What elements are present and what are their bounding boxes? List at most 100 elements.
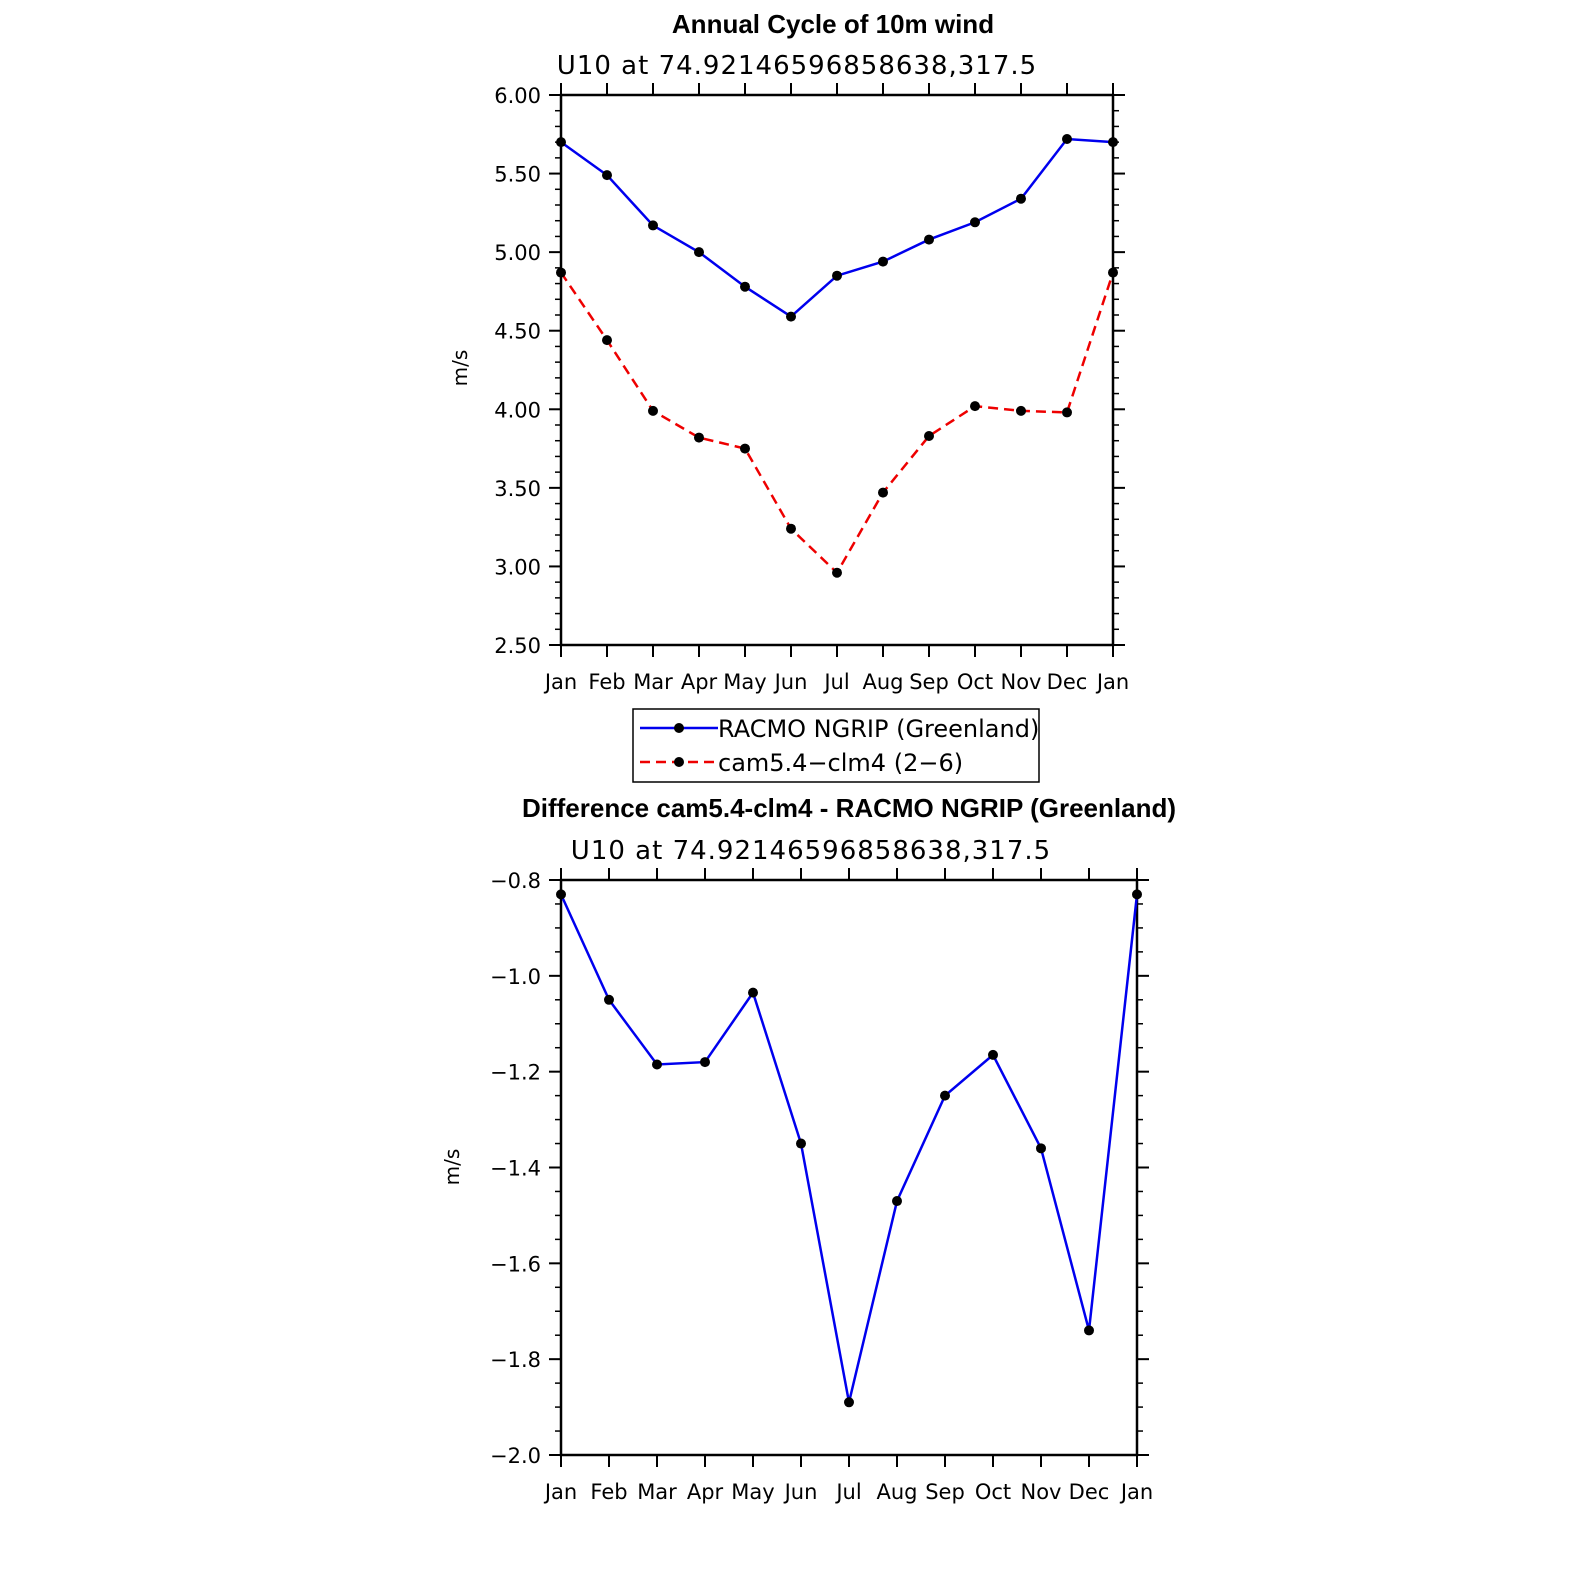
legend-marker-racmo <box>674 723 684 733</box>
chart1-series-2-point <box>878 487 888 498</box>
legend-box <box>632 708 1040 783</box>
chart2-series <box>556 889 1142 1408</box>
chart1-series-2-point <box>1016 405 1026 416</box>
chart1-plot-frame <box>559 93 1115 647</box>
chart1-series-1-point <box>832 270 842 281</box>
chart2-series-1-point <box>796 1138 806 1149</box>
chart-annual-cycle: Annual Cycle of 10m wind U10 at 74.92146… <box>448 9 1129 694</box>
chart1-subtitle: U10 at 74.92146596858638,317.5 <box>557 51 1037 81</box>
chart1-series-1-point <box>648 220 658 231</box>
chart1-series-2-point <box>832 567 842 578</box>
chart1-series-2-point <box>970 401 980 412</box>
chart1-series-2-point <box>740 443 750 454</box>
chart2-subtitle: U10 at 74.92146596858638,317.5 <box>571 836 1051 866</box>
chart1-series-1-point <box>1062 134 1072 144</box>
chart1-axes: 2.50 3.00 3.50 4.00 4.50 5.00 5.50 6.00 Jan Feb Ma… <box>494 83 1129 694</box>
chart1-xtick-label: Jun <box>773 670 808 694</box>
chart1-series-1-point <box>878 256 888 267</box>
chart2-ytick-label: −1.2 <box>490 1061 541 1085</box>
legend-label-racmo: RACMO NGRIP (Greenland) <box>718 715 1039 743</box>
chart1-series-1-point <box>740 281 750 292</box>
chart1-ytick-label: 2.50 <box>494 634 541 658</box>
chart2-ylabel: m/s <box>440 1149 464 1186</box>
chart1-xtick-label: Jan <box>1095 670 1129 694</box>
chart1-ytick-label: 5.50 <box>494 163 541 187</box>
chart2-xtick-label: Sep <box>925 1480 965 1504</box>
chart1-series-2-point <box>924 431 934 441</box>
chart1-ylabel: m/s <box>448 350 472 387</box>
chart1-ytick-label: 6.00 <box>494 84 541 108</box>
chart2-ytick-label: −2.0 <box>490 1444 541 1468</box>
chart2-xtick-label: Jan <box>1119 1480 1153 1504</box>
chart2-ytick-label: −1.4 <box>490 1157 541 1181</box>
chart1-ytick-label: 4.50 <box>494 320 541 344</box>
chart-difference: Difference cam5.4-clm4 - RACMO NGRIP (Gr… <box>440 793 1176 1504</box>
chart2-series-line-1 <box>559 893 1139 1403</box>
chart1-series-2-point <box>602 335 612 346</box>
chart2-ytick-label: −0.8 <box>490 869 541 893</box>
chart2-xtick-label: Jul <box>834 1480 861 1504</box>
chart1-series-line-1 <box>560 137 1114 319</box>
chart2-series-1-point <box>700 1057 710 1068</box>
chart1-ytick-label: 4.00 <box>494 398 541 422</box>
chart2-title: Difference cam5.4-clm4 - RACMO NGRIP (Gr… <box>522 793 1176 823</box>
chart1-xtick-label: Oct <box>957 670 993 694</box>
legend: RACMO NGRIP (Greenland) cam5.4−clm4 (2−6… <box>632 708 1040 783</box>
chart2-series-1-point <box>556 889 566 900</box>
chart1-series-2-point <box>648 405 658 416</box>
chart2-xtick-label: Nov <box>1021 1480 1062 1504</box>
chart1-ytick-label: 3.00 <box>494 555 541 579</box>
chart2-axes: −2.0 −1.8 −1.6 −1.4 −1.2 −1.0 −0.8 Jan Feb Mar Apr… <box>490 868 1153 1504</box>
chart1-series-2-point <box>1062 407 1072 418</box>
chart2-xtick-label: Jun <box>783 1480 818 1504</box>
chart1-xtick-label: Apr <box>681 670 718 694</box>
chart1-series-2-point <box>556 267 566 278</box>
chart2-xtick-label: Aug <box>876 1480 917 1504</box>
chart2-series-1-point <box>652 1059 662 1070</box>
chart1-series-2-point <box>694 432 704 443</box>
chart1-xtick-label: Jul <box>822 670 849 694</box>
chart2-ytick-label: −1.8 <box>490 1348 541 1372</box>
chart1-ytick-label: 5.00 <box>494 241 541 265</box>
chart2-xtick-label: Oct <box>975 1480 1011 1504</box>
chart2-xtick-label: Jan <box>543 1480 577 1504</box>
chart1-series-1-point <box>924 234 934 245</box>
chart1-series-1-point <box>556 137 566 148</box>
legend-label-cam: cam5.4−clm4 (2−6) <box>718 749 963 777</box>
chart1-xtick-label: Dec <box>1047 670 1088 694</box>
chart2-series-1-point <box>892 1196 902 1207</box>
chart2-series-1-point <box>1132 889 1142 900</box>
chart2-xtick-label: Dec <box>1069 1480 1110 1504</box>
chart1-xtick-label: Jan <box>543 670 577 694</box>
chart1-title: Annual Cycle of 10m wind <box>672 9 994 39</box>
chart1-series-1-point <box>786 311 796 322</box>
chart2-xtick-label: Apr <box>687 1480 724 1504</box>
chart2-series-1-point <box>1084 1325 1094 1336</box>
chart1-xtick-label: Feb <box>588 670 625 694</box>
chart2-series-1-point <box>604 994 614 1005</box>
chart1-ytick-label: 3.50 <box>494 477 541 501</box>
chart2-xtick-label: May <box>731 1480 774 1504</box>
chart1-series-line-2 <box>559 271 1115 575</box>
chart1-series-1-point <box>602 170 612 181</box>
chart2-series-1-point <box>988 1049 998 1060</box>
chart1-xtick-label: Sep <box>909 670 949 694</box>
chart2-series-1-point <box>940 1090 950 1101</box>
chart2-series-1-point <box>1036 1143 1046 1154</box>
chart1-series-1-point <box>970 217 980 228</box>
chart1-series-1-point <box>1016 193 1026 204</box>
chart2-xtick-label: Mar <box>637 1480 677 1504</box>
chart2-xtick-label: Feb <box>590 1480 627 1504</box>
chart1-xtick-label: Mar <box>633 670 673 694</box>
chart1-xtick-label: May <box>723 670 766 694</box>
chart1-series-1-point <box>1108 137 1118 148</box>
chart2-ytick-label: −1.0 <box>490 965 541 989</box>
chart1-xtick-label: Nov <box>1001 670 1042 694</box>
chart1-series-1-point <box>694 247 704 258</box>
chart2-series-1-point <box>844 1397 854 1408</box>
chart1-series-2-point <box>1108 267 1118 278</box>
chart2-series-1-point <box>748 987 758 998</box>
legend-marker-cam <box>674 757 684 767</box>
chart1-xtick-label: Aug <box>862 670 903 694</box>
